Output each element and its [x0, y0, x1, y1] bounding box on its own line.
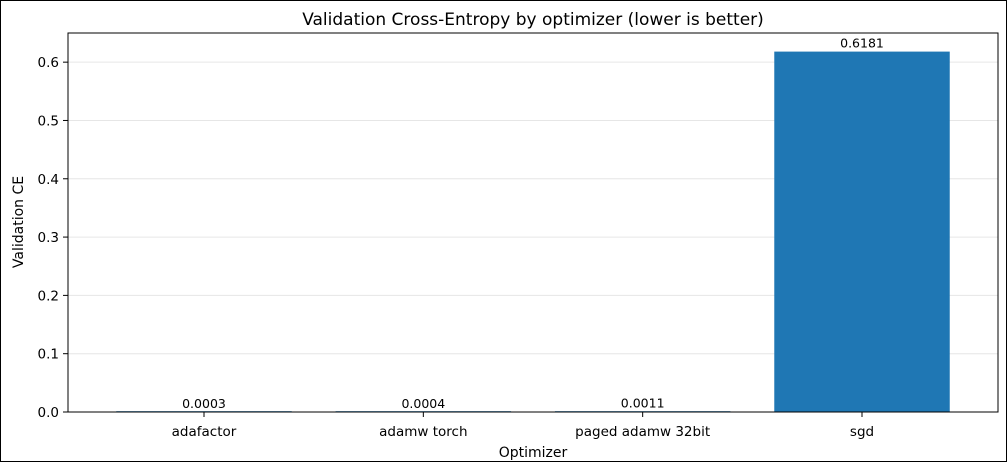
bar-value-label: 0.6181 [840, 36, 884, 51]
y-tick-label: 0.3 [38, 230, 59, 246]
y-tick-label: 0.1 [38, 347, 59, 363]
value-labels: 0.0003 0.0004 0.0011 0.6181 [182, 36, 884, 411]
y-tick-label: 0.6 [38, 55, 59, 71]
gridlines [68, 61, 998, 413]
bars [116, 51, 950, 412]
y-tick-label: 0.4 [38, 172, 59, 188]
y-tick-label: 0.0 [38, 405, 59, 421]
bar-sgd [774, 51, 950, 412]
bar-value-label: 0.0003 [182, 396, 226, 411]
bar-value-label: 0.0011 [621, 395, 665, 410]
bar-value-label: 0.0004 [401, 396, 445, 411]
x-axis-ticks: adafactor adamw torch paged adamw 32bit sgd [172, 412, 874, 440]
chart-title: Validation Cross-Entropy by optimizer (l… [302, 10, 764, 30]
y-axis-label: Validation CE [11, 176, 27, 268]
y-axis-ticks: 0.0 0.1 0.2 0.3 0.4 0.5 0.6 [38, 55, 68, 421]
x-tick-label: paged adamw 32bit [575, 424, 710, 440]
y-tick-label: 0.5 [38, 113, 59, 129]
x-tick-label: adamw torch [379, 424, 467, 440]
x-tick-label: sgd [850, 424, 874, 440]
y-tick-label: 0.2 [38, 288, 59, 304]
plot-area [67, 32, 999, 413]
x-tick-label: adafactor [172, 424, 237, 440]
x-axis-label: Optimizer [499, 445, 568, 461]
